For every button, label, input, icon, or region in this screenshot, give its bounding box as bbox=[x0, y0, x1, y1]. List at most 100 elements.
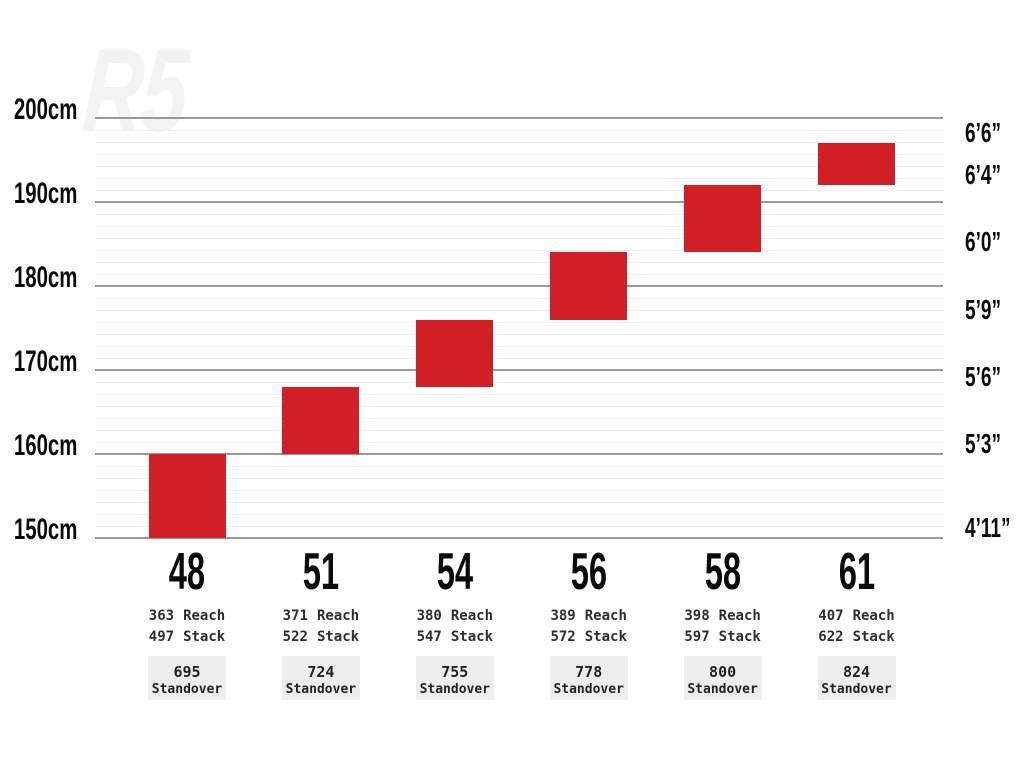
size-label: 48 bbox=[121, 546, 253, 598]
reach-row: 371 Reach bbox=[255, 608, 387, 626]
standover-value: 695 bbox=[173, 663, 201, 681]
gridline-minor bbox=[95, 466, 943, 467]
stack-label: Stack bbox=[584, 629, 627, 645]
y-axis-label-cm-text: 160cm bbox=[13, 428, 77, 462]
stack-row: 572 Stack bbox=[523, 629, 655, 647]
gridline-minor bbox=[95, 526, 943, 527]
standover-value: 755 bbox=[441, 663, 469, 681]
reach-value: 380 bbox=[416, 608, 442, 624]
gridline-minor bbox=[95, 334, 943, 335]
reach-row: 380 Reach bbox=[389, 608, 521, 626]
gridline-minor bbox=[95, 262, 943, 263]
standover-value: 824 bbox=[842, 663, 871, 681]
y-axis-label-cm: 180cm bbox=[0, 260, 77, 294]
y-axis-label-imperial: 5’3” bbox=[965, 430, 1018, 458]
standover-box: 778 Standover bbox=[549, 656, 628, 700]
standover-box: 824 Standover bbox=[817, 656, 896, 700]
stack-row: 597 Stack bbox=[657, 629, 789, 647]
size-label-text: 56 bbox=[570, 543, 607, 601]
standover-label: Standover bbox=[553, 682, 624, 697]
y-axis-label-imperial-text: 5’6” bbox=[965, 360, 1001, 392]
gridline-major bbox=[95, 453, 943, 455]
y-axis-label-cm-text: 150cm bbox=[13, 512, 77, 546]
y-axis-label-imperial-text: 4’11” bbox=[965, 512, 1011, 543]
standover-label: Standover bbox=[285, 682, 357, 697]
y-axis-label-cm-text: 200cm bbox=[13, 92, 77, 126]
gridline-minor bbox=[95, 478, 943, 479]
size-column-58: 58 398 Reach 597 Stack 800 Standover bbox=[657, 543, 789, 700]
y-axis-label-imperial: 4’11” bbox=[965, 514, 1024, 542]
size-column-48: 48 363 Reach 497 Stack 695 Standover bbox=[121, 546, 253, 700]
size-column-54: 54 380 Reach 547 Stack 755 Standover bbox=[389, 543, 521, 700]
stack-value: 572 bbox=[550, 629, 576, 645]
reach-label: Reach bbox=[316, 608, 360, 624]
gridline-minor bbox=[95, 190, 943, 191]
gridline-minor bbox=[95, 274, 943, 275]
height-range-bar-51 bbox=[282, 386, 360, 454]
gridline-major bbox=[95, 117, 943, 119]
reach-value: 398 bbox=[684, 608, 710, 624]
stack-label: Stack bbox=[852, 629, 895, 645]
reach-row: 389 Reach bbox=[523, 608, 655, 626]
gridline-minor bbox=[95, 430, 943, 431]
gridline-minor bbox=[95, 514, 943, 515]
y-axis-label-imperial: 6’6” bbox=[965, 119, 1018, 147]
standover-label: Standover bbox=[687, 682, 758, 697]
gridline-minor bbox=[95, 394, 943, 395]
reach-value: 389 bbox=[550, 608, 576, 624]
y-axis-label-imperial-text: 6’6” bbox=[965, 117, 1001, 149]
stack-value: 522 bbox=[282, 629, 308, 645]
size-label: 56 bbox=[523, 543, 655, 601]
size-label: 61 bbox=[791, 543, 923, 601]
gridline-minor bbox=[95, 502, 943, 503]
standover-label: Standover bbox=[151, 682, 223, 697]
size-label-text: 61 bbox=[838, 543, 875, 601]
gridline-minor bbox=[95, 142, 943, 143]
height-range-bar-48 bbox=[148, 454, 226, 538]
y-axis-label-cm: 150cm bbox=[0, 512, 77, 546]
gridline-minor bbox=[95, 418, 943, 419]
size-label-text: 58 bbox=[704, 543, 741, 601]
height-range-bar-61 bbox=[818, 143, 895, 186]
stack-row: 497 Stack bbox=[121, 629, 253, 647]
standover-value: 800 bbox=[709, 663, 737, 681]
gridline-minor bbox=[95, 298, 943, 299]
stack-label: Stack bbox=[183, 629, 226, 645]
reach-row: 398 Reach bbox=[657, 608, 789, 626]
size-column-61: 61 407 Reach 622 Stack 824 Standover bbox=[791, 543, 923, 700]
size-label-text: 54 bbox=[436, 543, 474, 601]
stack-value: 622 bbox=[818, 629, 844, 645]
y-axis-label-cm: 170cm bbox=[0, 346, 77, 377]
gridline-minor bbox=[95, 214, 943, 215]
y-axis-label-cm: 190cm bbox=[0, 176, 77, 210]
standover-box: 800 Standover bbox=[683, 656, 762, 700]
stack-row: 622 Stack bbox=[791, 629, 923, 647]
stack-value: 597 bbox=[684, 629, 710, 645]
stack-label: Stack bbox=[450, 629, 494, 645]
y-axis-label-cm: 200cm bbox=[0, 92, 77, 126]
gridline-minor bbox=[95, 382, 943, 383]
reach-label: Reach bbox=[718, 608, 761, 624]
reach-row: 407 Reach bbox=[791, 608, 923, 626]
standover-box: 695 Standover bbox=[148, 656, 226, 700]
gridline-major bbox=[95, 537, 943, 539]
y-axis-label-cm: 160cm bbox=[0, 428, 77, 462]
standover-box: 755 Standover bbox=[415, 656, 494, 700]
y-axis-label-cm-text: 190cm bbox=[13, 176, 77, 210]
gridline-major bbox=[95, 201, 943, 203]
y-axis-label-cm-text: 180cm bbox=[13, 260, 77, 294]
height-range-bar-54 bbox=[416, 319, 494, 387]
gridline-minor bbox=[95, 406, 943, 407]
gridline-major bbox=[95, 285, 943, 287]
stack-value: 497 bbox=[148, 629, 175, 645]
y-axis-label-imperial: 5’9” bbox=[965, 295, 1018, 324]
height-range-bar-56 bbox=[550, 252, 628, 320]
standover-value: 778 bbox=[575, 663, 603, 681]
stack-label: Stack bbox=[718, 629, 761, 645]
gridline-minor bbox=[95, 346, 943, 347]
standover-value: 724 bbox=[307, 663, 335, 681]
size-label: 54 bbox=[389, 543, 521, 601]
reach-row: 363 Reach bbox=[121, 608, 253, 626]
gridline-minor bbox=[95, 130, 943, 131]
reach-label: Reach bbox=[584, 608, 627, 624]
